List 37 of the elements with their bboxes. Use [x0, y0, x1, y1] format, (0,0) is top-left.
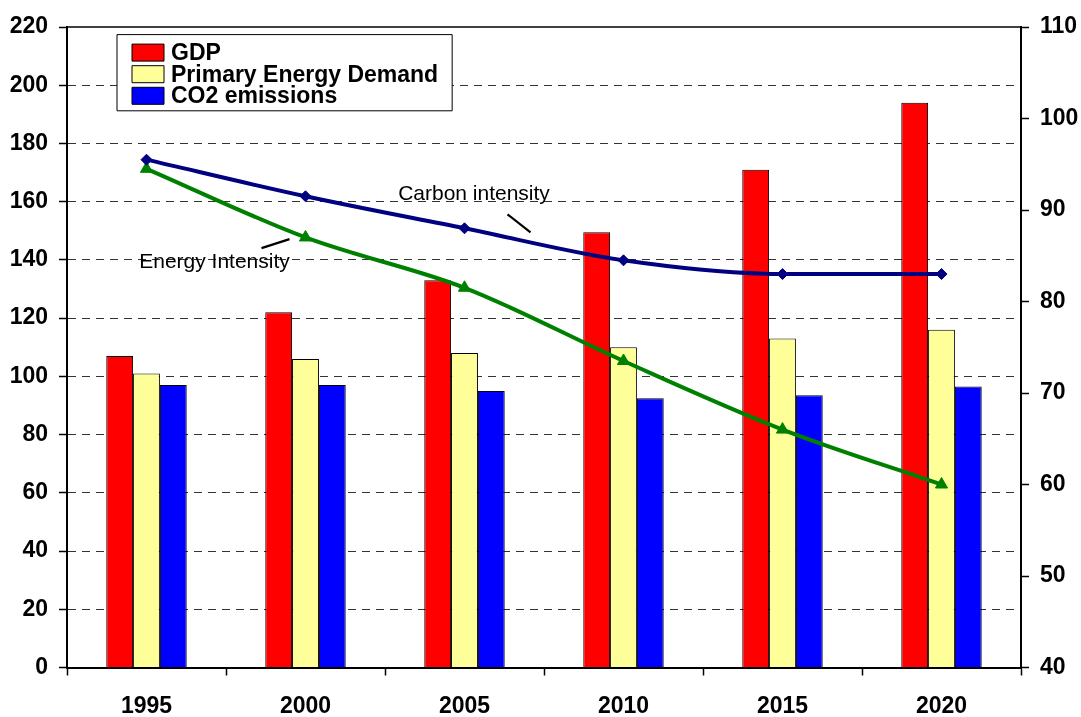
- x-tick-label: 2015: [756, 691, 809, 717]
- y2-tick-label: 60: [1040, 469, 1066, 496]
- legend-label: GDP: [171, 38, 221, 65]
- y-tick-label: 200: [9, 70, 48, 97]
- point: [140, 153, 153, 166]
- point: [616, 353, 631, 365]
- y-tick-label: 160: [9, 187, 48, 214]
- y-tick-label: 120: [9, 303, 48, 330]
- y-tick-label: 40: [22, 536, 48, 563]
- point: [934, 477, 949, 489]
- point: [457, 280, 472, 292]
- y-tick-label: 60: [22, 478, 48, 505]
- y-tick-label: 80: [22, 419, 48, 446]
- y-tick-label: 140: [9, 245, 48, 272]
- y2-tick-label: 110: [1040, 12, 1078, 39]
- x-tick-label: 2005: [438, 691, 491, 717]
- x-tick-label: 2010: [597, 691, 650, 717]
- y2-tick-label: 40: [1040, 652, 1066, 679]
- y-tick-label: 0: [35, 652, 48, 679]
- y2-tick-label: 50: [1040, 561, 1066, 588]
- point: [458, 222, 471, 235]
- x-tick-label: 2020: [915, 691, 968, 717]
- y2-tick-label: 80: [1040, 286, 1066, 313]
- point: [298, 229, 313, 242]
- y2-tick-label: 100: [1040, 103, 1079, 130]
- series-label: Carbon intensity: [398, 181, 551, 205]
- x-tick-label: 2000: [279, 691, 332, 717]
- y2-tick-label: 70: [1040, 378, 1066, 405]
- y-tick-label: 100: [9, 361, 48, 388]
- x-tick-label: 1995: [120, 691, 173, 717]
- y2-tick-label: 90: [1040, 195, 1066, 222]
- y-tick-label: 220: [9, 12, 48, 39]
- y-tick-label: 180: [9, 128, 48, 155]
- y-tick-label: 20: [22, 594, 48, 621]
- series-label: Energy Intensity: [139, 248, 291, 272]
- point: [299, 190, 312, 203]
- point: [775, 422, 790, 434]
